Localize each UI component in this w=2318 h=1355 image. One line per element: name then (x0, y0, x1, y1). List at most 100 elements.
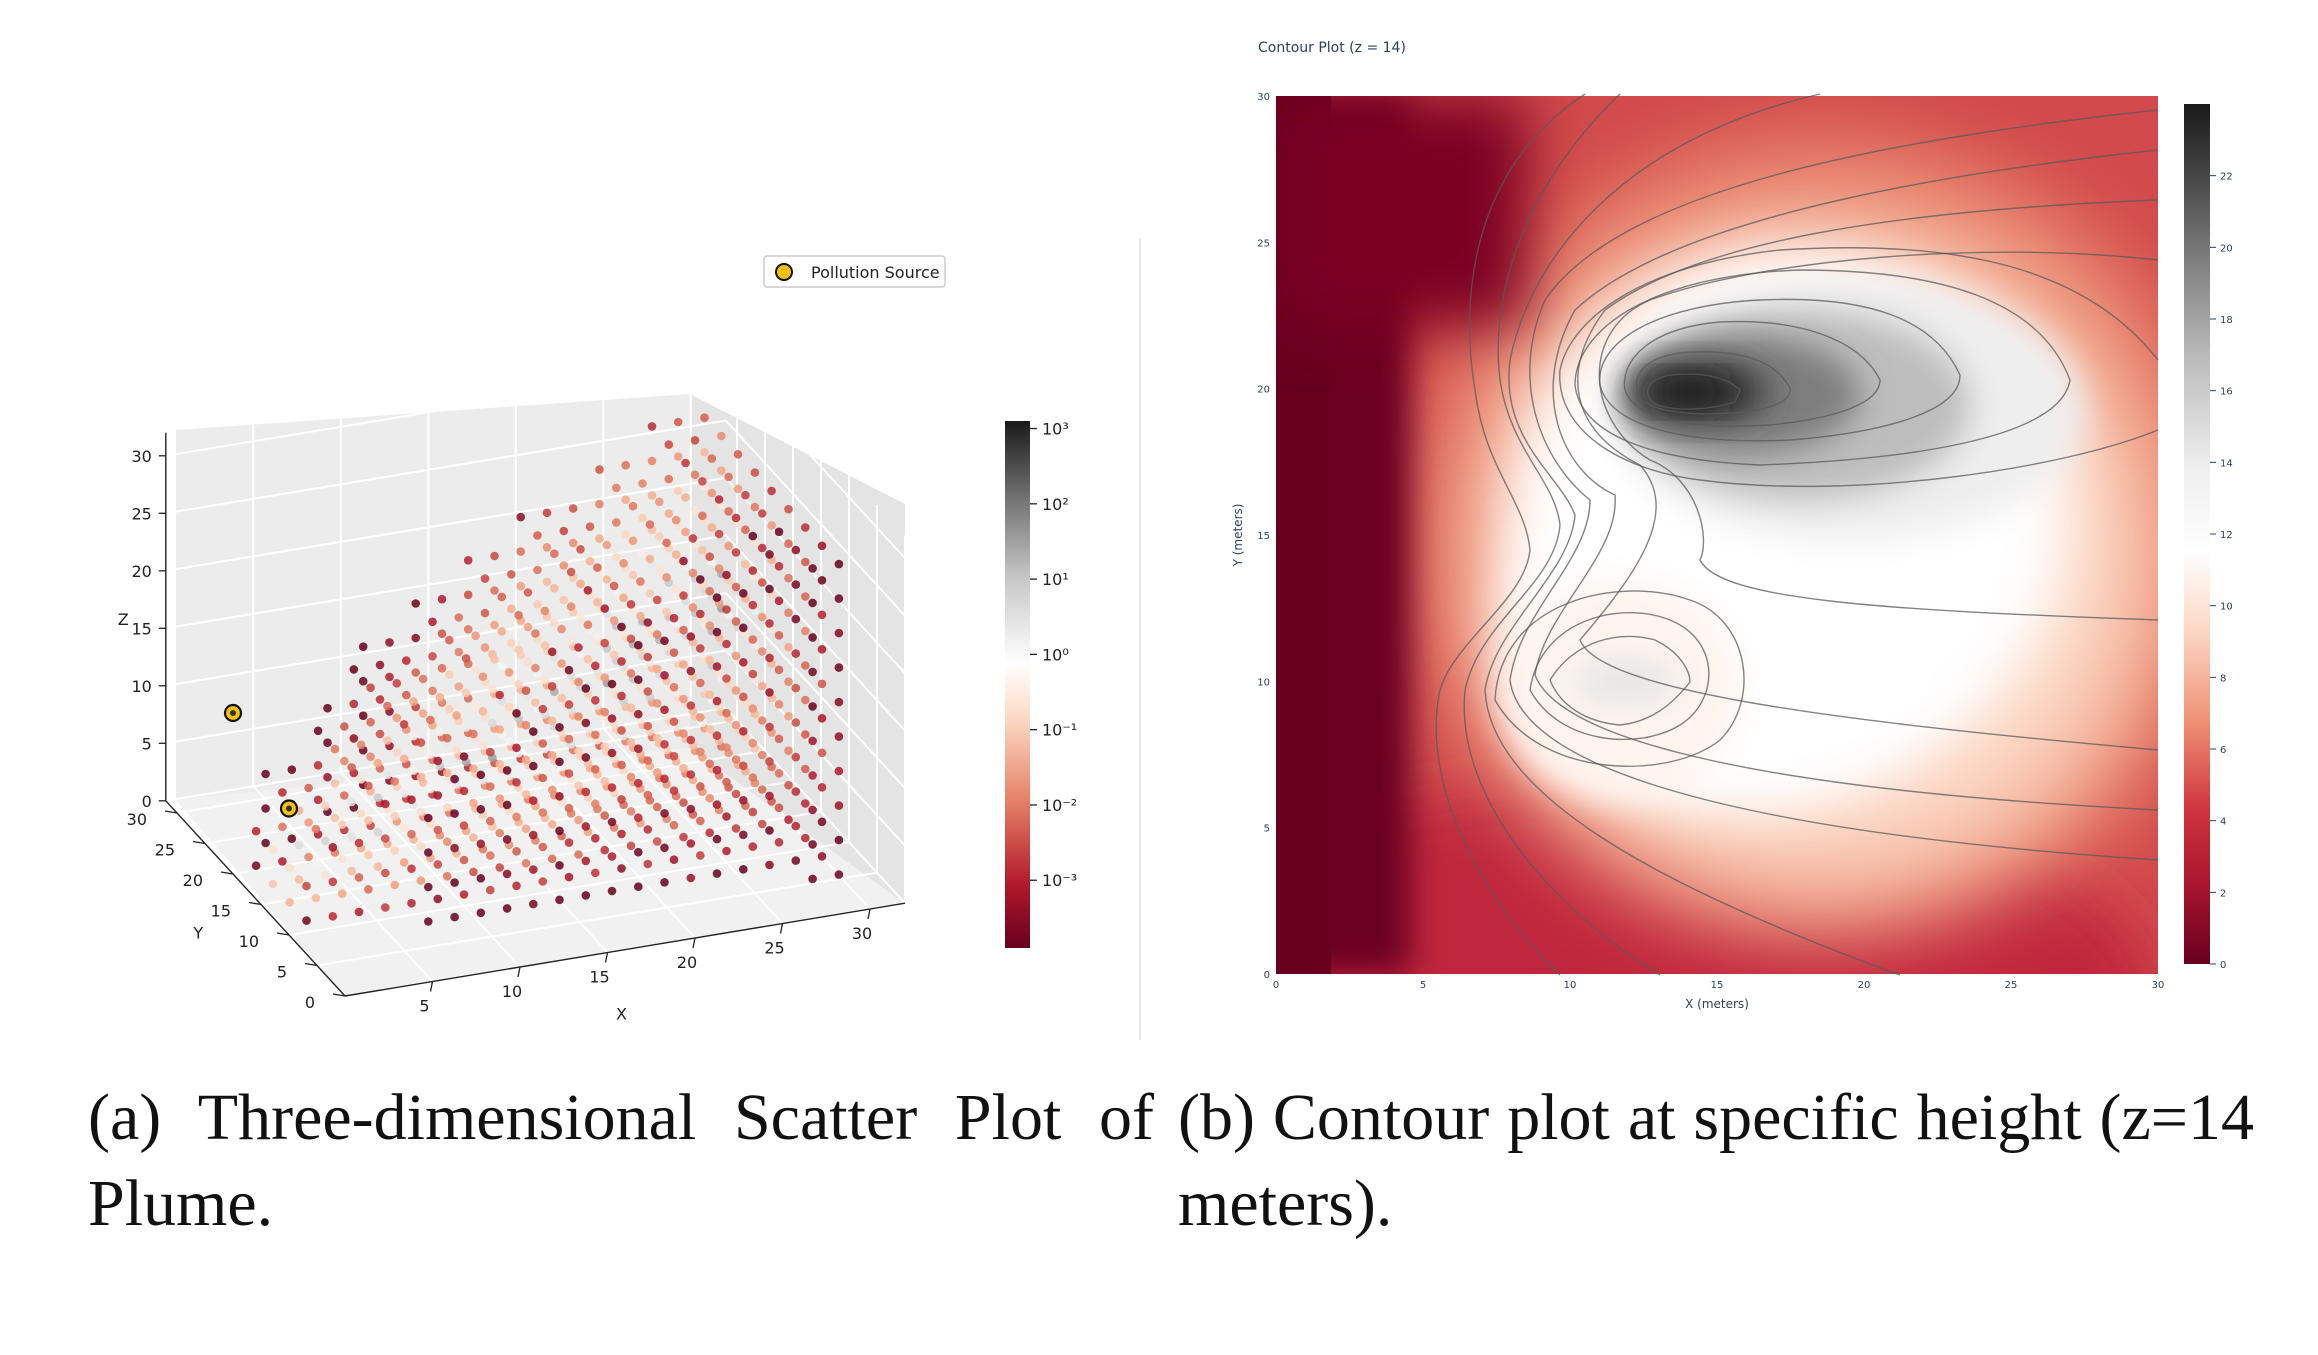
plume-point (278, 857, 287, 866)
plume-point (669, 613, 679, 623)
plume-point (765, 860, 774, 870)
plume-point (302, 916, 311, 925)
grid-line (725, 362, 906, 559)
contour-colorbar-tick-label: 14 (2220, 458, 2233, 469)
plume-point (287, 765, 297, 774)
plume-point (748, 807, 758, 817)
plume-point (591, 834, 600, 843)
plume-point (696, 782, 705, 791)
plume-point (607, 679, 617, 689)
contour-y-tick-label: 5 (1264, 824, 1270, 835)
plume-point (607, 714, 617, 723)
plume-point (662, 538, 671, 548)
plume-point (600, 638, 609, 648)
plume-point (337, 854, 347, 864)
plume-point (502, 835, 512, 844)
plume-point (581, 787, 591, 797)
grid-line (165, 477, 726, 572)
contour-y-tick-label: 15 (1257, 531, 1270, 542)
plume-point (748, 773, 758, 782)
plume-point (655, 532, 664, 541)
plume-point (643, 790, 653, 800)
plume-point (445, 635, 454, 645)
y-tick-label: 25 (155, 841, 175, 860)
contour-x-tick-label: 30 (2152, 980, 2165, 991)
plume-point (428, 652, 437, 661)
plume-point (652, 768, 662, 777)
plume-point (287, 834, 297, 843)
plume-point (547, 647, 557, 657)
plume-point (660, 809, 669, 818)
plume-point (834, 732, 844, 741)
grid-line (725, 419, 906, 617)
plume-point (302, 881, 311, 891)
plume-point (705, 586, 714, 596)
plume-point (399, 823, 409, 833)
plume-point (435, 693, 445, 702)
plume-point (497, 661, 507, 671)
plume-point (808, 805, 817, 815)
plume-point (741, 525, 750, 534)
plume-point (581, 684, 591, 693)
plume-point (660, 843, 669, 853)
plume-point (251, 861, 261, 870)
legend-box (763, 255, 946, 288)
plume-point (529, 761, 538, 771)
grid-line (725, 592, 906, 789)
plume-point (313, 795, 323, 805)
plume-point (679, 556, 688, 566)
plume-point (643, 687, 653, 696)
plume-point (418, 674, 428, 684)
plume-point (686, 632, 696, 641)
plume-point (757, 716, 767, 725)
plume-point (478, 672, 488, 681)
plume-point (712, 593, 722, 602)
plume-point (643, 652, 653, 662)
plume-point (700, 413, 709, 423)
plume-point (268, 845, 278, 854)
plume-point (724, 472, 733, 482)
grid-line (165, 649, 726, 745)
colorbar-tick-label: 10⁰ (1042, 645, 1069, 664)
plume-point (600, 742, 609, 751)
plume-point (555, 895, 564, 905)
contour-xlabel: X (meters) (1685, 997, 1749, 1011)
plume-point (791, 821, 801, 831)
contour-x-tick-label: 25 (2005, 980, 2018, 991)
plume-point (600, 673, 609, 682)
plume-point (750, 502, 760, 512)
plume-point (555, 826, 564, 836)
plume-point (600, 776, 609, 786)
plume-point (636, 611, 645, 621)
x-axis-label: X (616, 1004, 627, 1023)
plume-point (679, 763, 688, 773)
plume-point (424, 917, 433, 926)
caption-a: (a) Three-dimensional Scatter Plot of Pl… (88, 1081, 1154, 1240)
plume-point (628, 501, 638, 511)
plume-point (399, 789, 409, 798)
plume-point (638, 513, 647, 523)
grid-line (602, 727, 784, 925)
grid-line (204, 749, 766, 845)
plume-point (349, 699, 359, 709)
y-tick-label: 30 (127, 810, 147, 829)
plume-point (686, 666, 696, 676)
plume-point (664, 509, 674, 518)
plume-point (591, 730, 600, 740)
plume-point (471, 631, 480, 641)
plume-point (418, 709, 428, 718)
plume-point (834, 766, 844, 776)
plume-point (583, 586, 593, 595)
plume-point (696, 816, 705, 826)
plume-point (607, 817, 617, 827)
plume-point (476, 770, 486, 780)
plume-point (774, 631, 784, 640)
grid-line (232, 780, 794, 875)
plume-point (808, 598, 817, 608)
plume-point (424, 813, 433, 823)
grid-line (176, 719, 738, 814)
contour-colorbar-tick-label: 6 (2220, 745, 2226, 756)
x-tick (692, 937, 696, 949)
plume-point (626, 841, 636, 851)
